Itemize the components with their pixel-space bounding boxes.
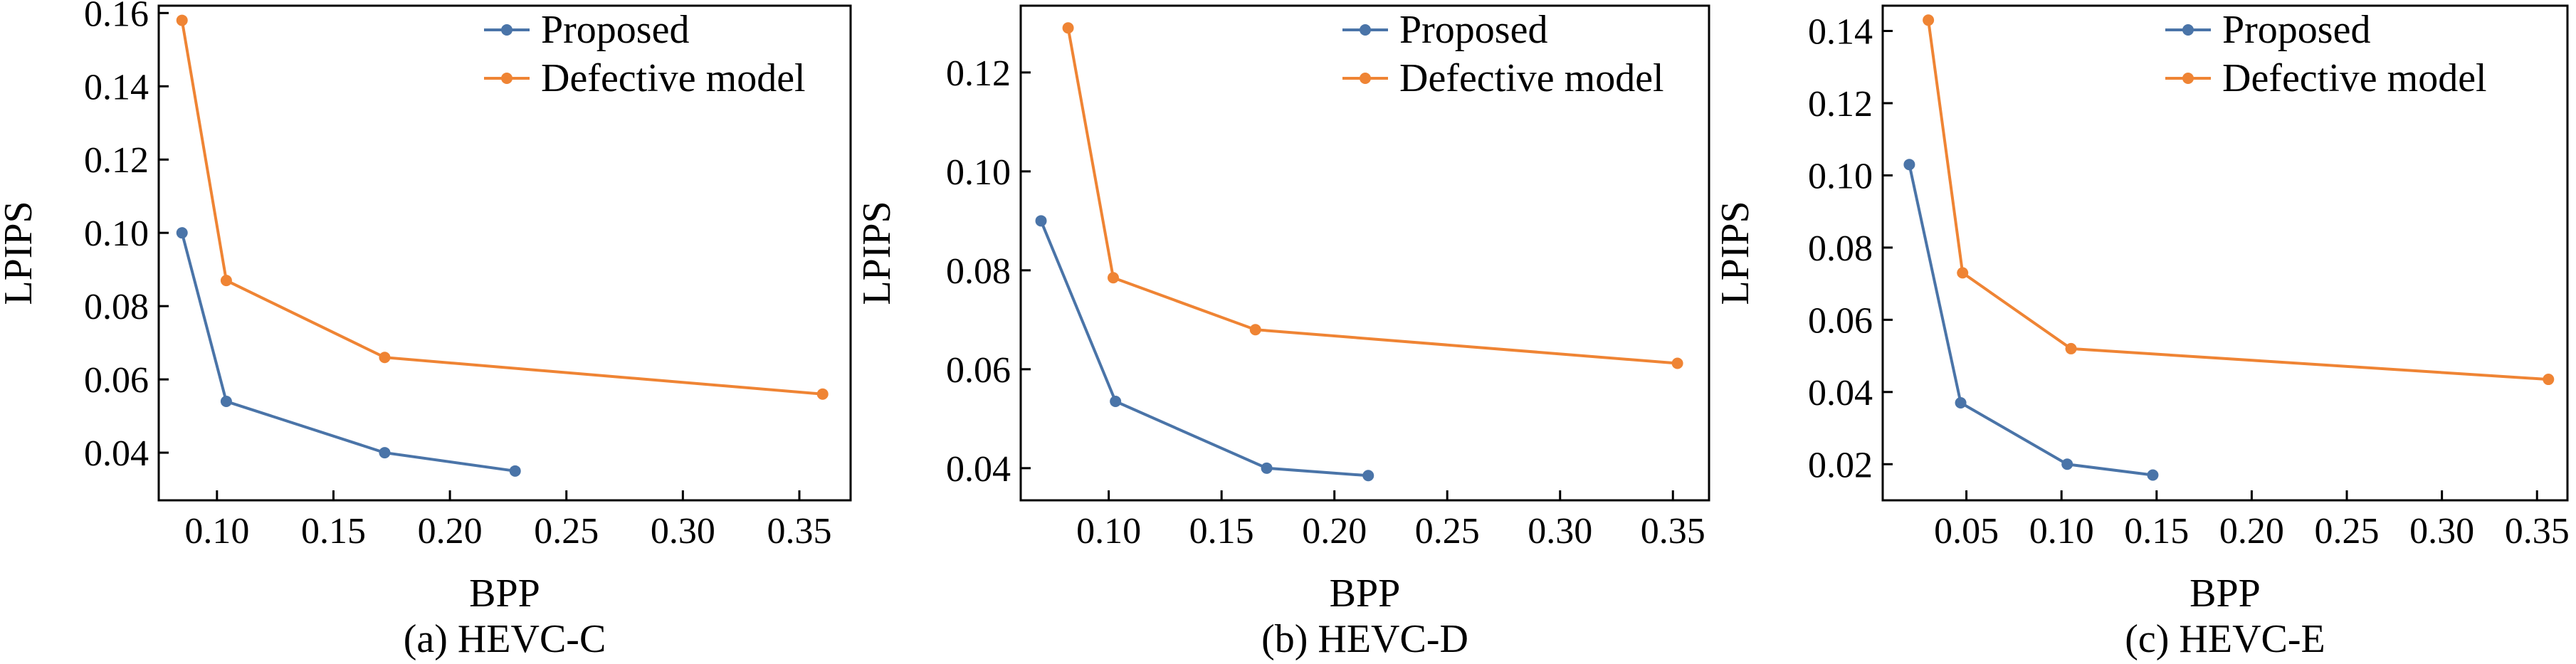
x-tick-label: 0.35 <box>2505 511 2570 552</box>
y-tick-label: 0.14 <box>84 67 149 107</box>
y-tick-label: 0.14 <box>1808 12 1873 53</box>
y-tick-label: 0.06 <box>1808 300 1873 341</box>
x-tick-label: 0.20 <box>2219 511 2284 552</box>
y-axis-title: LPIPS <box>0 201 41 305</box>
x-axis-title: BPP <box>2189 571 2261 616</box>
series-line-proposed <box>1908 164 2153 477</box>
plot-frame <box>1881 4 2569 502</box>
series-line-proposed <box>180 232 515 473</box>
x-tick-label: 0.30 <box>1528 511 1592 552</box>
data-point-proposed <box>379 447 391 459</box>
series-line-defective-model <box>180 20 823 396</box>
data-point-defective-model <box>176 14 188 26</box>
x-tick-label: 0.25 <box>1415 511 1480 552</box>
chart-caption: (c) HEVC-E <box>2125 617 2325 661</box>
x-tick-label: 0.30 <box>651 511 715 552</box>
chart-panel-hevc-c: 0.10 0.15 0.20 0.25 0.30 0.35 0.04 0.06 0.08 0.10… <box>0 0 858 664</box>
data-point-defective-model <box>816 388 829 400</box>
x-axis-title: BPP <box>469 571 540 616</box>
data-point-defective-model <box>1249 324 1261 336</box>
legend-marker-proposed <box>2182 24 2194 36</box>
series-line-proposed <box>1039 220 1369 478</box>
chart-caption: (b) HEVC-D <box>1261 617 1468 661</box>
x-tick-label: 0.10 <box>184 511 249 552</box>
chart-svg-hevc-e: 0.05 0.10 0.15 0.20 0.25 0.30 0.35 0.02 0.04 0.06… <box>1713 4 2570 661</box>
plot-frame <box>1019 4 1710 502</box>
x-tick-label: 0.20 <box>418 511 483 552</box>
legend-marker-defective-model <box>1360 73 1371 84</box>
legend-label-proposed: Proposed <box>2222 8 2370 52</box>
plot-frame <box>157 4 852 502</box>
y-tick-label: 0.12 <box>946 53 1011 94</box>
x-tick-label: 0.10 <box>2029 511 2094 552</box>
data-point-defective-model <box>379 352 391 364</box>
x-tick-label: 0.15 <box>1189 511 1254 552</box>
y-tick-label: 0.06 <box>84 360 149 401</box>
legend-label-defective-model: Defective model <box>1399 56 1664 100</box>
data-point-defective-model <box>1107 272 1119 284</box>
x-tick-label: 0.20 <box>1302 511 1367 552</box>
chart-panel-hevc-d: 0.10 0.15 0.20 0.25 0.30 0.35 0.04 0.06 0.08 0.10… <box>855 0 1717 664</box>
data-point-proposed <box>1110 396 1122 407</box>
legend-marker-proposed <box>501 24 512 36</box>
y-tick-label: 0.12 <box>1808 84 1873 125</box>
data-point-proposed <box>509 465 521 477</box>
data-point-proposed <box>2061 458 2073 470</box>
data-point-proposed <box>1903 159 1915 171</box>
x-tick-label: 0.35 <box>767 511 832 552</box>
legend-marker-proposed <box>1360 24 1371 36</box>
y-tick-label: 0.08 <box>1808 228 1873 269</box>
y-axis-title: LPIPS <box>1713 201 1757 305</box>
y-tick-label: 0.06 <box>946 350 1011 391</box>
x-tick-label: 0.25 <box>534 511 599 552</box>
chart-svg-hevc-c: 0.10 0.15 0.20 0.25 0.30 0.35 0.04 0.06 0.08 0.10… <box>0 0 852 661</box>
legend-label-proposed: Proposed <box>541 8 689 52</box>
data-point-defective-model <box>2543 374 2555 386</box>
x-tick-label: 0.25 <box>2315 511 2380 552</box>
x-tick-label: 0.15 <box>301 511 366 552</box>
x-tick-label: 0.05 <box>1934 511 1999 552</box>
series-line-defective-model <box>1066 27 1678 365</box>
y-tick-label: 0.08 <box>946 251 1011 292</box>
chart-caption: (a) HEVC-C <box>404 617 606 661</box>
data-point-proposed <box>220 396 232 407</box>
legend-label-proposed: Proposed <box>1399 8 1547 52</box>
y-tick-label: 0.04 <box>946 449 1011 490</box>
x-tick-label: 0.15 <box>2124 511 2189 552</box>
data-point-proposed <box>1261 462 1273 474</box>
y-tick-label: 0.12 <box>84 140 149 181</box>
y-tick-label: 0.16 <box>84 0 149 34</box>
data-point-defective-model <box>1923 14 1935 26</box>
legend-label-defective-model: Defective model <box>2222 56 2487 100</box>
chart-svg-hevc-d: 0.10 0.15 0.20 0.25 0.30 0.35 0.04 0.06 0.08 0.10… <box>855 4 1710 661</box>
x-tick-label: 0.30 <box>2409 511 2474 552</box>
y-tick-label: 0.10 <box>84 214 149 254</box>
y-axis-title: LPIPS <box>855 201 899 305</box>
y-tick-label: 0.10 <box>946 152 1011 193</box>
data-point-defective-model <box>1957 267 1969 279</box>
x-tick-label: 0.10 <box>1076 511 1141 552</box>
x-tick-label: 0.35 <box>1641 511 1705 552</box>
legend-marker-defective-model <box>2182 73 2194 84</box>
legend-label-defective-model: Defective model <box>541 56 806 100</box>
x-axis-title: BPP <box>1330 571 1401 616</box>
y-tick-label: 0.04 <box>1808 373 1873 413</box>
chart-panel-hevc-e: 0.05 0.10 0.15 0.20 0.25 0.30 0.35 0.02 0.04 0.06… <box>1713 0 2575 664</box>
data-point-proposed <box>1362 470 1374 482</box>
data-point-defective-model <box>1062 22 1074 34</box>
data-point-defective-model <box>1671 357 1683 369</box>
data-point-proposed <box>2147 469 2159 481</box>
y-tick-label: 0.02 <box>1808 445 1873 485</box>
data-point-proposed <box>176 227 188 239</box>
series-line-defective-model <box>1927 20 2549 381</box>
legend-marker-defective-model <box>501 73 512 84</box>
data-point-defective-model <box>220 275 232 287</box>
y-tick-label: 0.04 <box>84 433 149 474</box>
y-tick-label: 0.08 <box>84 287 149 327</box>
data-point-proposed <box>1955 397 1967 409</box>
y-tick-label: 0.10 <box>1808 156 1873 196</box>
data-point-proposed <box>1035 215 1047 227</box>
data-point-defective-model <box>2065 342 2077 354</box>
